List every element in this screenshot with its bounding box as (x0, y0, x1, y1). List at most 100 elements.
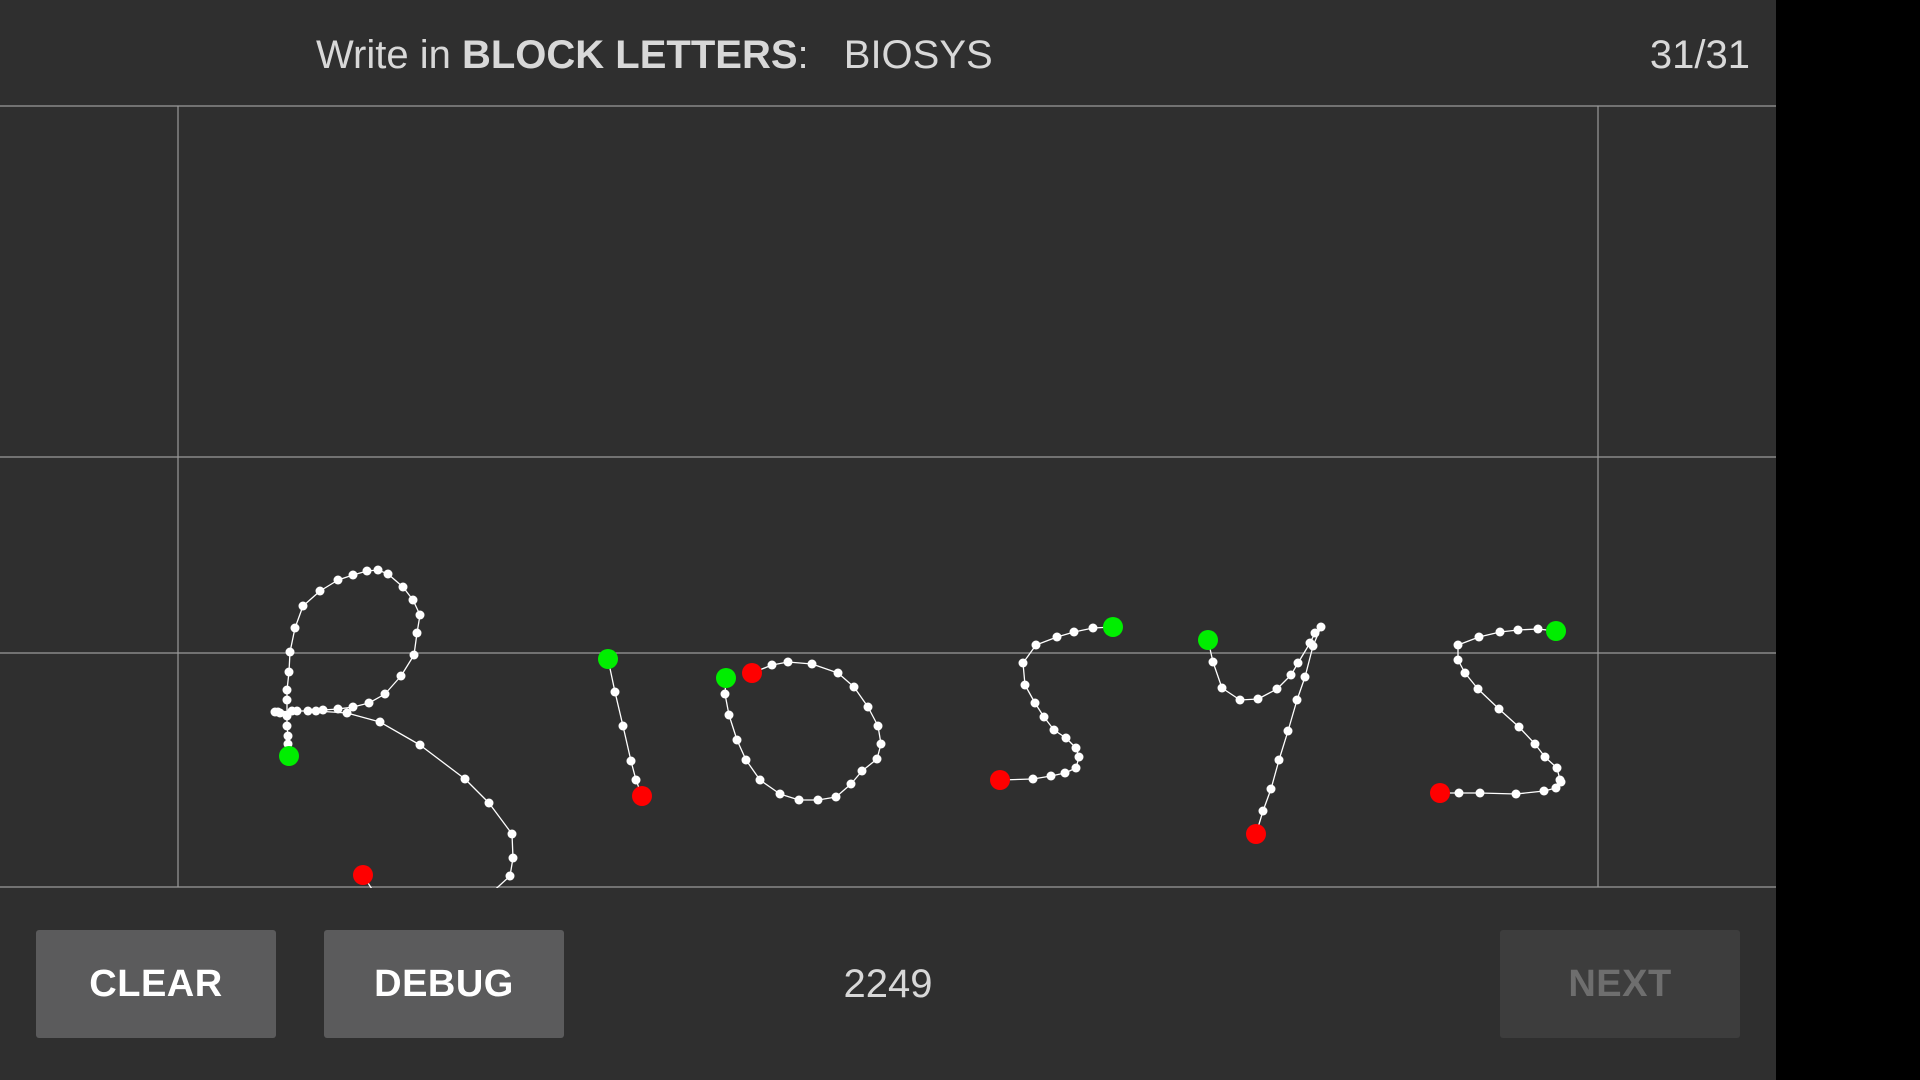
stroke-end-point (990, 770, 1010, 790)
clear-button[interactable]: CLEAR (36, 930, 276, 1038)
sample-point (373, 565, 383, 575)
sample-point (732, 735, 742, 745)
letter-s1-stroke (990, 617, 1123, 790)
prompt-prefix: Write in (316, 33, 451, 77)
guide-lines (0, 105, 1776, 888)
sample-point (1046, 771, 1056, 781)
sample-point (409, 650, 419, 660)
sample-point (1018, 658, 1028, 668)
sample-point (720, 689, 730, 699)
sample-point (1272, 684, 1282, 694)
sample-point (1286, 670, 1296, 680)
sample-point (348, 570, 358, 580)
sample-point (275, 708, 285, 718)
sample-point (631, 775, 641, 785)
stroke-start-point (1546, 621, 1566, 641)
sample-point (285, 647, 295, 657)
sample-point (412, 628, 422, 638)
sample-point (311, 706, 321, 716)
sample-point (484, 798, 494, 808)
sample-point (846, 779, 856, 789)
sample-point (1533, 624, 1543, 634)
sample-point (1513, 625, 1523, 635)
sample-point (1217, 683, 1227, 693)
sample-point (1453, 655, 1463, 665)
sample-point (292, 706, 302, 716)
sample-point (1283, 726, 1293, 736)
sample-point (1539, 786, 1549, 796)
sample-point (333, 704, 343, 714)
stroke-path (274, 569, 514, 888)
stroke-end-point (742, 663, 762, 683)
sample-point (857, 766, 867, 776)
sample-point (348, 702, 358, 712)
sample-point (1060, 768, 1070, 778)
sample-point (315, 586, 325, 596)
sample-point (1031, 640, 1041, 650)
handwriting-surface[interactable] (0, 105, 1776, 888)
stroke-start-point (1103, 617, 1123, 637)
sample-point (383, 569, 393, 579)
sample-point (1511, 789, 1521, 799)
sample-point (1308, 641, 1318, 651)
sample-point (783, 657, 793, 667)
stroke-start-point (1198, 630, 1218, 650)
score-value: 2249 (843, 962, 933, 1006)
sample-point (505, 871, 515, 881)
sample-point (1049, 725, 1059, 735)
sample-point (775, 789, 785, 799)
sample-point (610, 687, 620, 697)
sample-point (1473, 684, 1483, 694)
letter-s2-stroke (1430, 621, 1566, 803)
sample-point (408, 595, 418, 605)
footer-bar: CLEAR DEBUG 2249 NEXT (0, 888, 1776, 1080)
sample-point (284, 667, 294, 677)
progress-counter: 31/31 (1649, 33, 1750, 77)
sample-point (1540, 752, 1550, 762)
sample-point (1552, 763, 1562, 773)
stroke-end-point (1430, 783, 1450, 803)
sample-point (375, 717, 385, 727)
sample-point (833, 668, 843, 678)
header-bar: Write in BLOCK LETTERS: BIOSYS 31/31 (0, 0, 1776, 105)
sample-point (1293, 658, 1303, 668)
sample-point (1530, 739, 1540, 749)
sample-point (1310, 628, 1320, 638)
sample-point (1453, 640, 1463, 650)
stroke-start-point (716, 668, 736, 688)
sample-point (626, 756, 636, 766)
letter-o-stroke (716, 657, 886, 805)
sample-point (362, 566, 372, 576)
sample-point (1088, 623, 1098, 633)
debug-button[interactable]: DEBUG (324, 930, 564, 1038)
sample-point (303, 706, 313, 716)
sample-point (1074, 752, 1084, 762)
stroke-path (999, 626, 1114, 781)
sample-point (283, 731, 293, 741)
sample-point (1020, 680, 1030, 690)
sample-point (755, 775, 765, 785)
sample-point (1071, 743, 1081, 753)
sample-point (1514, 722, 1524, 732)
sample-point (1454, 788, 1464, 798)
writing-prompt: Write in BLOCK LETTERS: BIOSYS (316, 30, 993, 80)
next-button[interactable]: NEXT (1500, 930, 1740, 1038)
stroke-end-point (1246, 824, 1266, 844)
sample-point (364, 698, 374, 708)
sample-point (767, 660, 777, 670)
sample-point (1253, 694, 1263, 704)
sample-point (1266, 784, 1276, 794)
sample-point (807, 659, 817, 669)
stroke-start-point (279, 746, 299, 766)
letter-b-stroke (270, 565, 518, 888)
sample-point (741, 755, 751, 765)
sample-point (1300, 672, 1310, 682)
stroke-start-point (598, 649, 618, 669)
writing-canvas[interactable] (0, 105, 1776, 888)
sample-point (1258, 806, 1268, 816)
sample-point (863, 702, 873, 712)
sample-point (1071, 763, 1081, 773)
sample-point (282, 685, 292, 695)
sample-point (1052, 632, 1062, 642)
sample-point (1460, 668, 1470, 678)
